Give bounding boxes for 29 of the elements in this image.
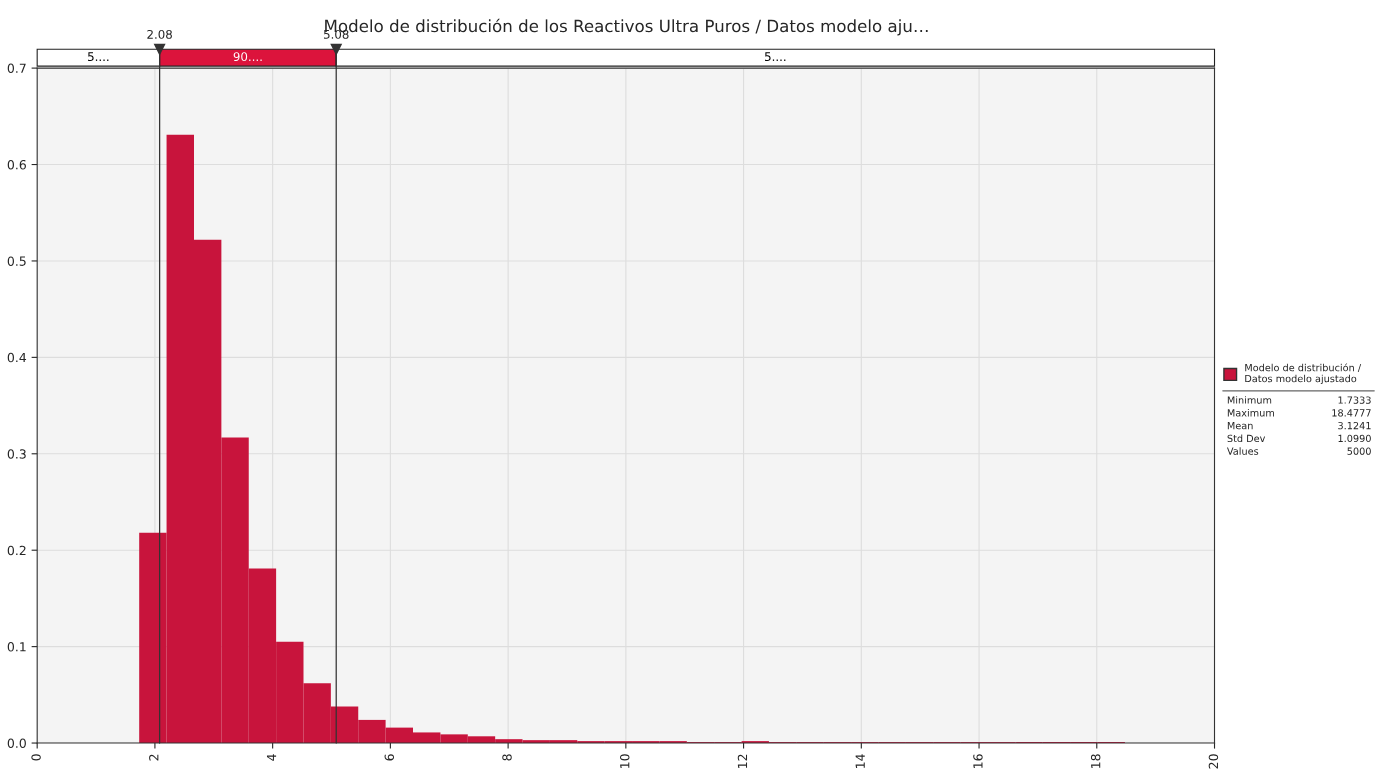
x-tick-label: 16 <box>973 754 983 768</box>
text: 90.... <box>233 52 262 62</box>
y-tick-label: 0.3 <box>7 449 26 459</box>
x-tick-label: 18 <box>1090 754 1101 768</box>
x-tick-label: 6 <box>384 754 395 761</box>
text: 5.... <box>88 52 109 62</box>
ref-line-label: 2.08 <box>147 29 172 39</box>
text: Mean 3.1241 <box>1227 421 1371 430</box>
x-tick-label: 12 <box>737 754 748 768</box>
x-tick-label: 4 <box>266 754 277 761</box>
x-tick-label: 8 <box>502 754 512 761</box>
y-tick-label: 0.6 <box>7 160 26 170</box>
text: 5.... <box>765 52 786 62</box>
text: Values 5000 <box>1226 447 1371 455</box>
y-tick-label: 0.2 <box>7 545 26 556</box>
y-tick-label: 0.0 <box>7 738 26 748</box>
y-tick-label: 0.7 <box>7 63 26 74</box>
y-tick-label: 0.4 <box>7 352 27 363</box>
x-tick-label: 20 <box>1208 754 1219 769</box>
text: Minimum 1.7333 <box>1227 396 1371 404</box>
x-tick-label: 14 <box>855 754 865 768</box>
y-tick-label: 0.1 <box>7 642 26 652</box>
x-tick-label: 2 <box>149 754 159 761</box>
x-tick-label: 10 <box>620 754 630 768</box>
y-tick-label: 0.5 <box>7 256 26 266</box>
legend-label: Modelo de distribución / Datos modelo ajustado <box>1245 363 1362 385</box>
x-tick-label: 0 <box>31 754 41 761</box>
text: Maximum 18.4777 <box>1227 409 1371 417</box>
text: Std Dev 1.0990 <box>1227 434 1371 443</box>
